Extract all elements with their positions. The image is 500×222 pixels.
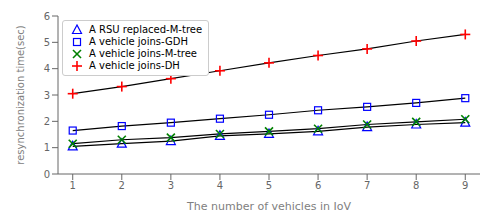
svg-text:4: 4 <box>217 180 223 191</box>
svg-text:2: 2 <box>44 116 50 127</box>
svg-text:3: 3 <box>168 180 174 191</box>
html-text:A RSU replaced-M-tree: A RSU replaced-M-tree <box>89 24 203 35</box>
svg-text:5: 5 <box>266 180 272 191</box>
svg-text:8: 8 <box>413 180 419 191</box>
svg-text:6: 6 <box>44 11 50 22</box>
svg-text:6: 6 <box>315 180 321 191</box>
svg-text:4: 4 <box>44 63 50 74</box>
svg-text:1: 1 <box>70 180 76 191</box>
svg-text:The number of vehicles in IoV: The number of vehicles in IoV <box>186 200 351 213</box>
svg-text:9: 9 <box>462 180 468 191</box>
html-text:A vehicle joins-M-tree: A vehicle joins-M-tree <box>89 48 197 59</box>
svg-text:2: 2 <box>119 180 125 191</box>
svg-text:3: 3 <box>44 90 50 101</box>
svg-text:resynchronization time(sec): resynchronization time(sec) <box>15 25 26 165</box>
svg-text:7: 7 <box>364 180 370 191</box>
svg-text:5: 5 <box>44 37 50 48</box>
html-text:A vehicle joins-DH: A vehicle joins-DH <box>89 60 180 71</box>
html-text:A vehicle joins-GDH: A vehicle joins-GDH <box>89 36 188 47</box>
svg-text:1: 1 <box>44 142 50 153</box>
svg-text:0: 0 <box>44 169 50 180</box>
